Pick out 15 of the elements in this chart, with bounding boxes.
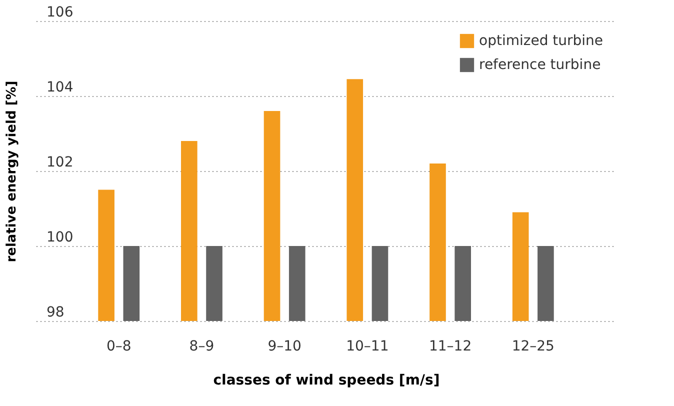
legend-label: reference turbine <box>479 57 601 73</box>
x-tick-label: 8–9 <box>189 338 214 354</box>
x-tick-label: 12–25 <box>512 338 554 354</box>
y-tick-label: 100 <box>46 230 74 246</box>
x-axis-title: classes of wind speeds [m/s] <box>213 372 440 388</box>
legend-label: optimized turbine <box>479 33 604 49</box>
y-tick-label: 102 <box>46 154 74 170</box>
x-tick-label: 0–8 <box>106 338 132 354</box>
y-tick-label: 104 <box>46 80 74 96</box>
y-axis-title: relative energy yield [%] <box>4 80 20 262</box>
x-tick-label: 10–11 <box>346 338 389 354</box>
x-tick-label: 9–10 <box>268 338 302 354</box>
y-tick-label: 98 <box>46 304 64 320</box>
x-tick-label: 11–12 <box>428 338 472 354</box>
y-tick-label: 106 <box>46 4 74 20</box>
